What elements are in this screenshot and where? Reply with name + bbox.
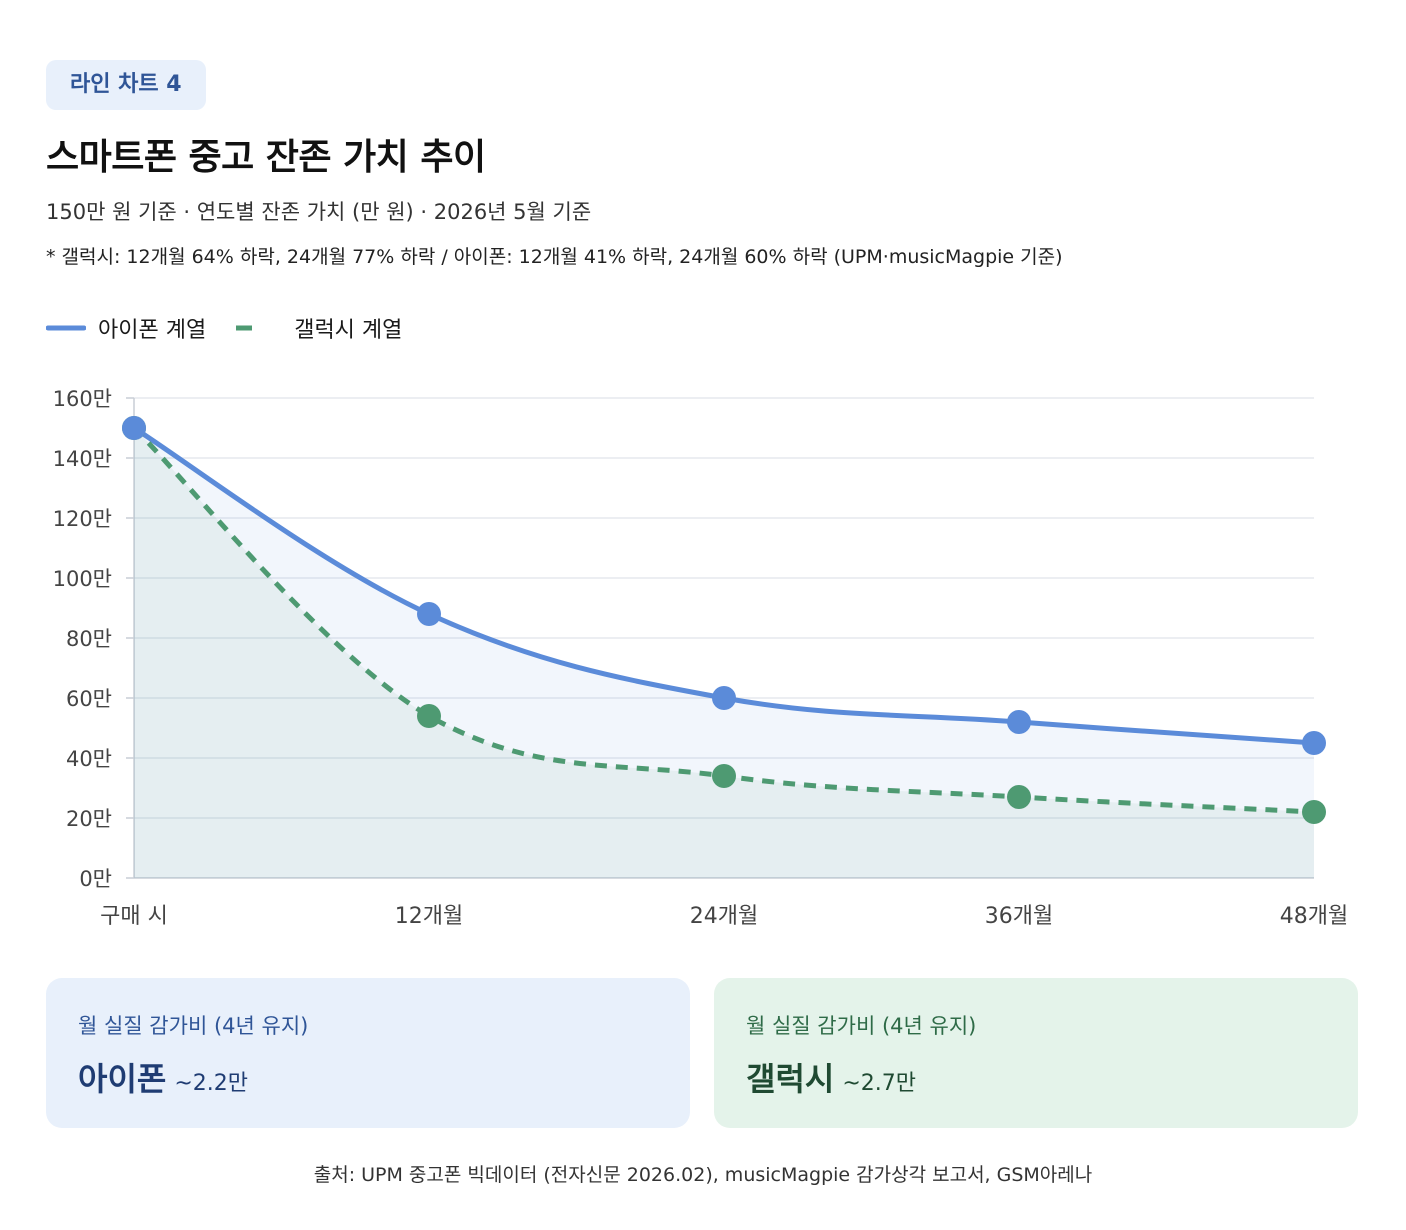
chart-badge: 라인 차트 4 bbox=[46, 60, 206, 110]
y-tick-label: 100만 bbox=[53, 567, 112, 591]
card-galaxy-monthly-cost: 월 실질 감가비 (4년 유지) 갤럭시 ~2.7만 bbox=[714, 978, 1358, 1128]
card-label: 월 실질 감가비 (4년 유지) bbox=[746, 1014, 977, 1038]
chart-footnote: * 갤럭시: 12개월 64% 하락, 24개월 77% 하락 / 아이폰: 1… bbox=[46, 246, 1063, 268]
area-galaxy bbox=[134, 428, 1314, 878]
x-tick-label: 12개월 bbox=[395, 904, 463, 929]
card-iphone-monthly-cost: 월 실질 감가비 (4년 유지) 아이폰 ~2.2만 bbox=[46, 978, 690, 1128]
y-tick-label: 140만 bbox=[53, 447, 112, 471]
card-value-row: 갤럭시 ~2.7만 bbox=[746, 1054, 1326, 1100]
legend-swatch-iphone bbox=[46, 325, 86, 331]
chart-title: 스마트폰 중고 잔존 가치 추이 bbox=[46, 137, 486, 178]
y-tick-label: 60만 bbox=[66, 687, 112, 711]
y-tick-label: 20만 bbox=[66, 807, 112, 831]
x-tick-label: 48개월 bbox=[1280, 904, 1348, 929]
y-tick-label: 120만 bbox=[53, 507, 112, 531]
chart-subtitle: 150만 원 기준 · 연도별 잔존 가치 (만 원) · 2026년 5월 기… bbox=[46, 200, 592, 224]
legend-item-galaxy: 갤럭시 계열 bbox=[234, 312, 430, 344]
legend-label-iphone: 아이폰 계열 bbox=[98, 318, 207, 343]
area-iphone bbox=[134, 428, 1314, 878]
chart-legend: 아이폰 계열 갤럭시 계열 bbox=[46, 312, 430, 344]
card-value-row: 아이폰 ~2.2만 bbox=[78, 1054, 658, 1100]
data-point-iphone bbox=[1007, 710, 1031, 734]
legend-label-galaxy: 갤럭시 계열 bbox=[294, 318, 403, 343]
data-point-galaxy bbox=[712, 764, 736, 788]
card-label: 월 실질 감가비 (4년 유지) bbox=[78, 1014, 309, 1038]
x-tick-label: 구매 시 bbox=[100, 904, 168, 929]
y-tick-label: 40만 bbox=[66, 747, 112, 771]
chart-source: 출처: UPM 중고폰 빅데이터 (전자신문 2026.02), musicMa… bbox=[313, 1164, 1093, 1186]
y-tick-label: 0만 bbox=[79, 867, 112, 891]
data-point-galaxy bbox=[417, 704, 441, 728]
data-point-iphone bbox=[1302, 731, 1326, 755]
data-point-iphone bbox=[712, 686, 736, 710]
legend-swatch-galaxy bbox=[236, 325, 253, 331]
y-tick-label: 160만 bbox=[53, 387, 112, 411]
legend-item-iphone: 아이폰 계열 bbox=[46, 312, 234, 344]
data-point-galaxy bbox=[1302, 800, 1326, 824]
data-point-iphone bbox=[122, 416, 146, 440]
card-amount: ~2.2만 bbox=[174, 1071, 248, 1096]
x-tick-label: 36개월 bbox=[985, 904, 1053, 929]
y-tick-label: 80만 bbox=[66, 627, 112, 651]
series-line-galaxy bbox=[132, 426, 1315, 815]
card-amount: ~2.7만 bbox=[842, 1071, 916, 1096]
data-point-iphone bbox=[417, 602, 441, 626]
card-name: 갤럭시 bbox=[746, 1060, 835, 1098]
data-point-galaxy bbox=[1007, 785, 1031, 809]
card-name: 아이폰 bbox=[78, 1060, 167, 1098]
x-tick-label: 24개월 bbox=[690, 904, 758, 929]
